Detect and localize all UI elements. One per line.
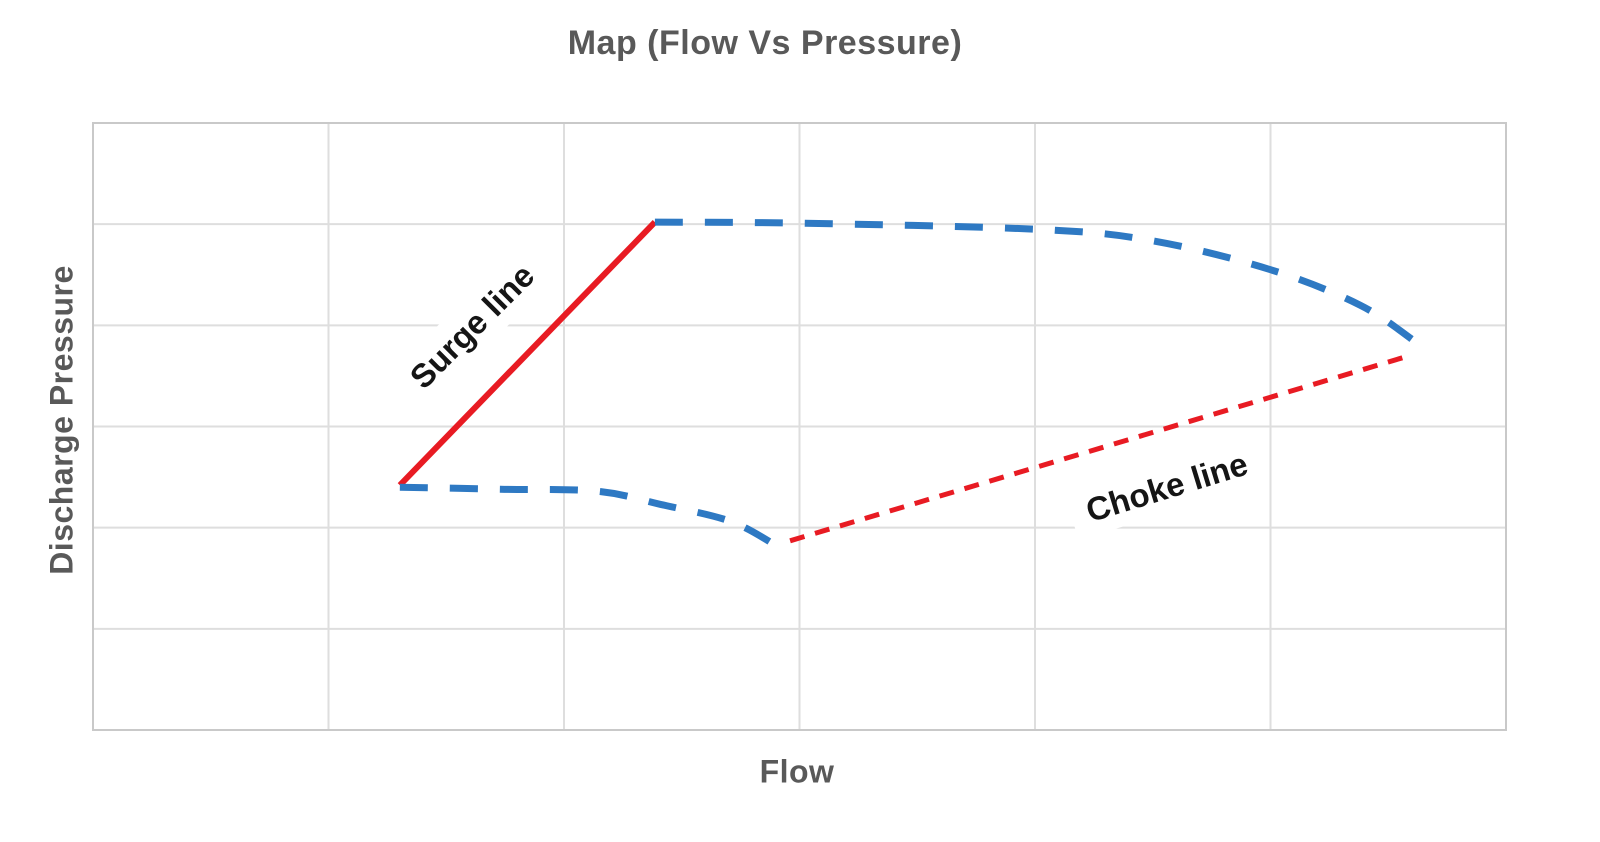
choke-line-label-halo [1064,434,1270,541]
plot-border [92,122,1507,731]
surge-line-series [397,220,658,488]
gridlines [92,122,1507,731]
lower-map-boundary-series [399,483,781,550]
surge-line-label-halo [384,238,561,415]
choke-line-series [789,353,1411,544]
chart-title: Map (Flow Vs Pressure) [567,24,963,62]
x-axis-title: Flow [759,753,835,790]
choke-line-label-text: Choke line [1082,445,1252,529]
upper-map-boundary-series [654,218,1419,346]
surge-line-label: Surge line [384,238,561,415]
y-axis-title: Discharge Pressure [43,265,80,575]
